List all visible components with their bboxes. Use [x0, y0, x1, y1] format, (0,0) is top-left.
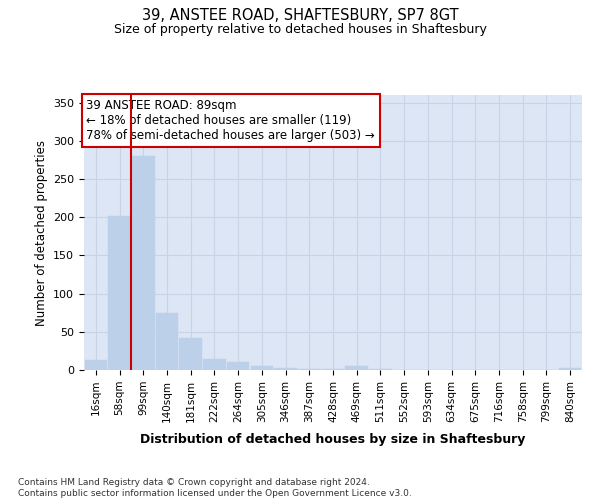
Bar — [179, 338, 202, 370]
Bar — [274, 368, 297, 370]
Bar — [156, 312, 178, 370]
Text: 39, ANSTEE ROAD, SHAFTESBURY, SP7 8GT: 39, ANSTEE ROAD, SHAFTESBURY, SP7 8GT — [142, 8, 458, 22]
Bar — [109, 216, 131, 370]
Text: 39 ANSTEE ROAD: 89sqm
← 18% of detached houses are smaller (119)
78% of semi-det: 39 ANSTEE ROAD: 89sqm ← 18% of detached … — [86, 99, 375, 142]
Bar — [298, 369, 320, 370]
Bar — [346, 366, 368, 370]
Bar — [369, 369, 392, 370]
Bar — [132, 156, 155, 370]
Bar — [227, 362, 250, 370]
Text: Size of property relative to detached houses in Shaftesbury: Size of property relative to detached ho… — [113, 22, 487, 36]
Bar — [559, 368, 581, 370]
Bar — [203, 358, 226, 370]
Text: Distribution of detached houses by size in Shaftesbury: Distribution of detached houses by size … — [140, 432, 526, 446]
Bar — [85, 360, 107, 370]
Bar — [251, 366, 273, 370]
Y-axis label: Number of detached properties: Number of detached properties — [35, 140, 47, 326]
Bar — [322, 369, 344, 370]
Text: Contains HM Land Registry data © Crown copyright and database right 2024.
Contai: Contains HM Land Registry data © Crown c… — [18, 478, 412, 498]
